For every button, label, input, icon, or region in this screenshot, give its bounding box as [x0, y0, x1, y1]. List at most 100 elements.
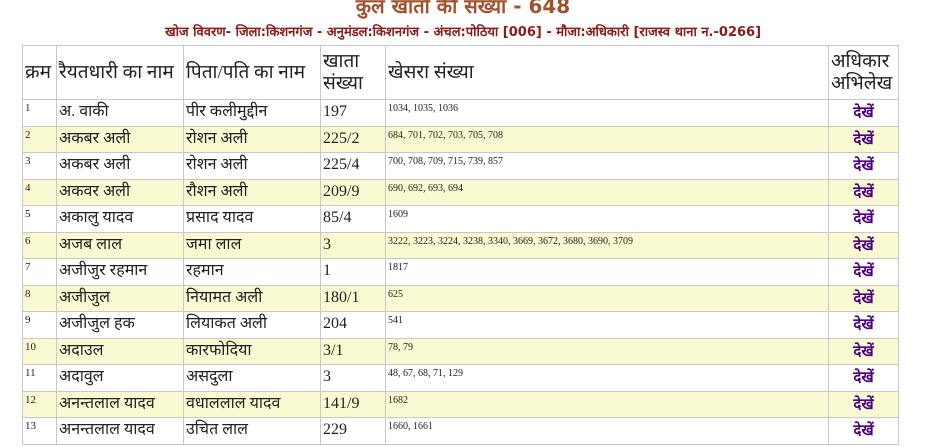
serial-number: 10	[22, 337, 57, 365]
father-name: रहमान	[183, 258, 321, 286]
column-header: रैयतधारी का नाम	[56, 45, 184, 100]
serial-number: 13	[22, 417, 57, 445]
holder-name: अदाउल	[56, 337, 184, 365]
view-record-link[interactable]: देखें	[828, 337, 899, 365]
khata-number: 229	[320, 417, 386, 445]
view-record-link[interactable]: देखें	[828, 390, 899, 418]
khata-number: 209/9	[320, 178, 386, 206]
serial-number: 12	[22, 390, 57, 418]
search-details: खोज विवरण- जिला:किशनगंज - अनुमंडल:किशनगं…	[164, 25, 762, 40]
view-record-link[interactable]: देखें	[828, 364, 899, 392]
table-row: 3 अकबर अली रोशन अली 225/4 700, 708, 709, 715…	[22, 152, 899, 180]
view-record-link[interactable]: देखें	[828, 231, 899, 259]
khesra-numbers: 1609	[385, 205, 829, 233]
khesra-numbers: 1817	[385, 258, 829, 286]
table-row: 1 अ. वाकी पीर कलीमुद्दीन 197 1034, 1035, 103…	[22, 99, 899, 127]
khesra-numbers: 700, 708, 709, 715, 739, 857	[385, 152, 829, 180]
serial-number: 6	[22, 231, 57, 259]
father-name: रोशन अली	[183, 152, 321, 180]
holder-name: अजीजुल	[56, 284, 184, 312]
serial-number: 3	[22, 152, 57, 180]
view-record-link[interactable]: देखें	[828, 178, 899, 206]
serial-number: 4	[22, 178, 57, 206]
column-header: खेसरा संख्या	[385, 45, 829, 100]
khata-number: 3	[320, 231, 386, 259]
khata-number: 204	[320, 311, 386, 339]
view-record-link[interactable]: देखें	[828, 417, 899, 445]
khesra-numbers: 3222, 3223, 3224, 3238, 3340, 3669, 3672…	[385, 231, 829, 259]
table-row: 7 अजीजुर रहमान रहमान 1 1817 देखें	[22, 258, 899, 286]
father-name: कारफोदिया	[183, 337, 321, 365]
page-title: कुल खातों की संख्या - 648	[355, 0, 571, 18]
serial-number: 2	[22, 125, 57, 153]
holder-name: अ. वाकी	[56, 99, 184, 127]
table-row: 5 अकालु यादव प्रसाद यादव 85/4 1609 देखें	[22, 205, 899, 233]
table-row: 8 अजीजुल नियामत अली 180/1 625 देखें	[22, 284, 899, 312]
header-row: क्रम रैयतधारी का नाम पिता/पति का नाम खाता स…	[22, 45, 899, 100]
father-name: वधाललाल यादव	[183, 390, 321, 418]
holder-name: अजब लाल	[56, 231, 184, 259]
father-name: लियाकत अली	[183, 311, 321, 339]
khesra-numbers: 1660, 1661	[385, 417, 829, 445]
column-header: क्रम	[22, 45, 57, 100]
khesra-numbers: 48, 67, 68, 71, 129	[385, 364, 829, 392]
holder-name: अजीजुर रहमान	[56, 258, 184, 286]
khata-number: 141/9	[320, 390, 386, 418]
table-row: 2 अकबर अली रोशन अली 225/2 684, 701, 702, 703…	[22, 125, 899, 153]
father-name: असदुला	[183, 364, 321, 392]
khata-number: 225/4	[320, 152, 386, 180]
table-row: 11 अदावुल असदुला 3 48, 67, 68, 71, 129 देखें	[22, 364, 899, 392]
father-name: जमा लाल	[183, 231, 321, 259]
view-record-link[interactable]: देखें	[828, 99, 899, 127]
serial-number: 8	[22, 284, 57, 312]
table-row: 4 अकवर अली रौशन अली 209/9 690, 692, 693, 694…	[22, 178, 899, 206]
column-header: पिता/पति का नाम	[183, 45, 321, 100]
father-name: रोशन अली	[183, 125, 321, 153]
father-name: पीर कलीमुद्दीन	[183, 99, 321, 127]
father-name: नियामत अली	[183, 284, 321, 312]
serial-number: 5	[22, 205, 57, 233]
serial-number: 1	[22, 99, 57, 127]
khata-number: 3/1	[320, 337, 386, 365]
father-name: रौशन अली	[183, 178, 321, 206]
table-row: 6 अजब लाल जमा लाल 3 3222, 3223, 3224, 3238, …	[22, 231, 899, 259]
table-row: 12 अनन्तलाल यादव वधाललाल यादव 141/9 1682 देखे…	[22, 390, 899, 418]
khata-number: 225/2	[320, 125, 386, 153]
holder-name: अनन्तलाल यादव	[56, 390, 184, 418]
table-row: 13 अनन्तलाल यादव उचित लाल 229 1660, 1661 देखे…	[22, 417, 899, 445]
view-record-link[interactable]: देखें	[828, 125, 899, 153]
khesra-numbers: 78, 79	[385, 337, 829, 365]
view-record-link[interactable]: देखें	[828, 284, 899, 312]
holder-name: अनन्तलाल यादव	[56, 417, 184, 445]
khata-number: 85/4	[320, 205, 386, 233]
khesra-numbers: 1682	[385, 390, 829, 418]
column-header: अधिकार अभिलेख	[828, 45, 899, 100]
serial-number: 11	[22, 364, 57, 392]
khesra-numbers: 690, 692, 693, 694	[385, 178, 829, 206]
khesra-numbers: 1034, 1035, 1036	[385, 99, 829, 127]
holder-name: अकवर अली	[56, 178, 184, 206]
khesra-numbers: 625	[385, 284, 829, 312]
holder-name: अकबर अली	[56, 152, 184, 180]
holder-name: अदावुल	[56, 364, 184, 392]
father-name: उचित लाल	[183, 417, 321, 445]
column-header: खाता संख्या	[320, 45, 386, 100]
view-record-link[interactable]: देखें	[828, 152, 899, 180]
view-record-link[interactable]: देखें	[828, 205, 899, 233]
father-name: प्रसाद यादव	[183, 205, 321, 233]
khata-number: 180/1	[320, 284, 386, 312]
khesra-numbers: 684, 701, 702, 703, 705, 708	[385, 125, 829, 153]
serial-number: 7	[22, 258, 57, 286]
khesra-numbers: 541	[385, 311, 829, 339]
view-record-link[interactable]: देखें	[828, 311, 899, 339]
holder-name: अकबर अली	[56, 125, 184, 153]
khata-number: 1	[320, 258, 386, 286]
holder-name: अकालु यादव	[56, 205, 184, 233]
table-row: 10 अदाउल कारफोदिया 3/1 78, 79 देखें	[22, 337, 899, 365]
table-row: 9 अजीजुल हक लियाकत अली 204 541 देखें	[22, 311, 899, 339]
khata-number: 197	[320, 99, 386, 127]
view-record-link[interactable]: देखें	[828, 258, 899, 286]
khata-number: 3	[320, 364, 386, 392]
serial-number: 9	[22, 311, 57, 339]
